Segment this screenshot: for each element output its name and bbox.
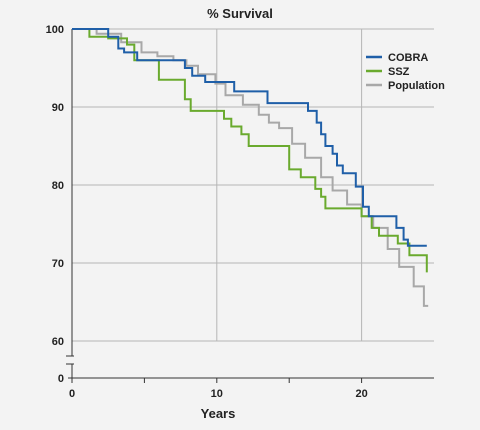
x-tick-label: 0 <box>69 388 75 400</box>
y-tick-label: 60 <box>52 336 64 348</box>
axes <box>66 29 434 383</box>
y-baseline-label: 0 <box>58 373 64 385</box>
legend-label-ssz: SSZ <box>388 66 410 78</box>
tick-labels: 60 70 80 90 100 0 10 20 0 <box>46 24 368 400</box>
legend-label-cobra: COBRA <box>388 52 428 64</box>
x-tick-label: 10 <box>211 388 223 400</box>
series-group <box>72 28 429 307</box>
grid-lines <box>72 28 434 342</box>
x-tick-label: 20 <box>355 388 367 400</box>
y-tick-label: 100 <box>46 24 64 36</box>
x-axis-label: Years <box>201 406 236 421</box>
y-tick-label: 70 <box>52 258 64 270</box>
legend-label-population: Population <box>388 80 445 92</box>
y-tick-label: 90 <box>52 102 64 114</box>
y-tick-label: 80 <box>52 180 64 192</box>
chart-title: % Survival <box>207 6 273 21</box>
series-line-population <box>72 28 429 307</box>
series-line-ssz <box>72 28 428 273</box>
legend: COBRA SSZ Population <box>366 52 445 92</box>
series-line-cobra <box>72 28 427 247</box>
